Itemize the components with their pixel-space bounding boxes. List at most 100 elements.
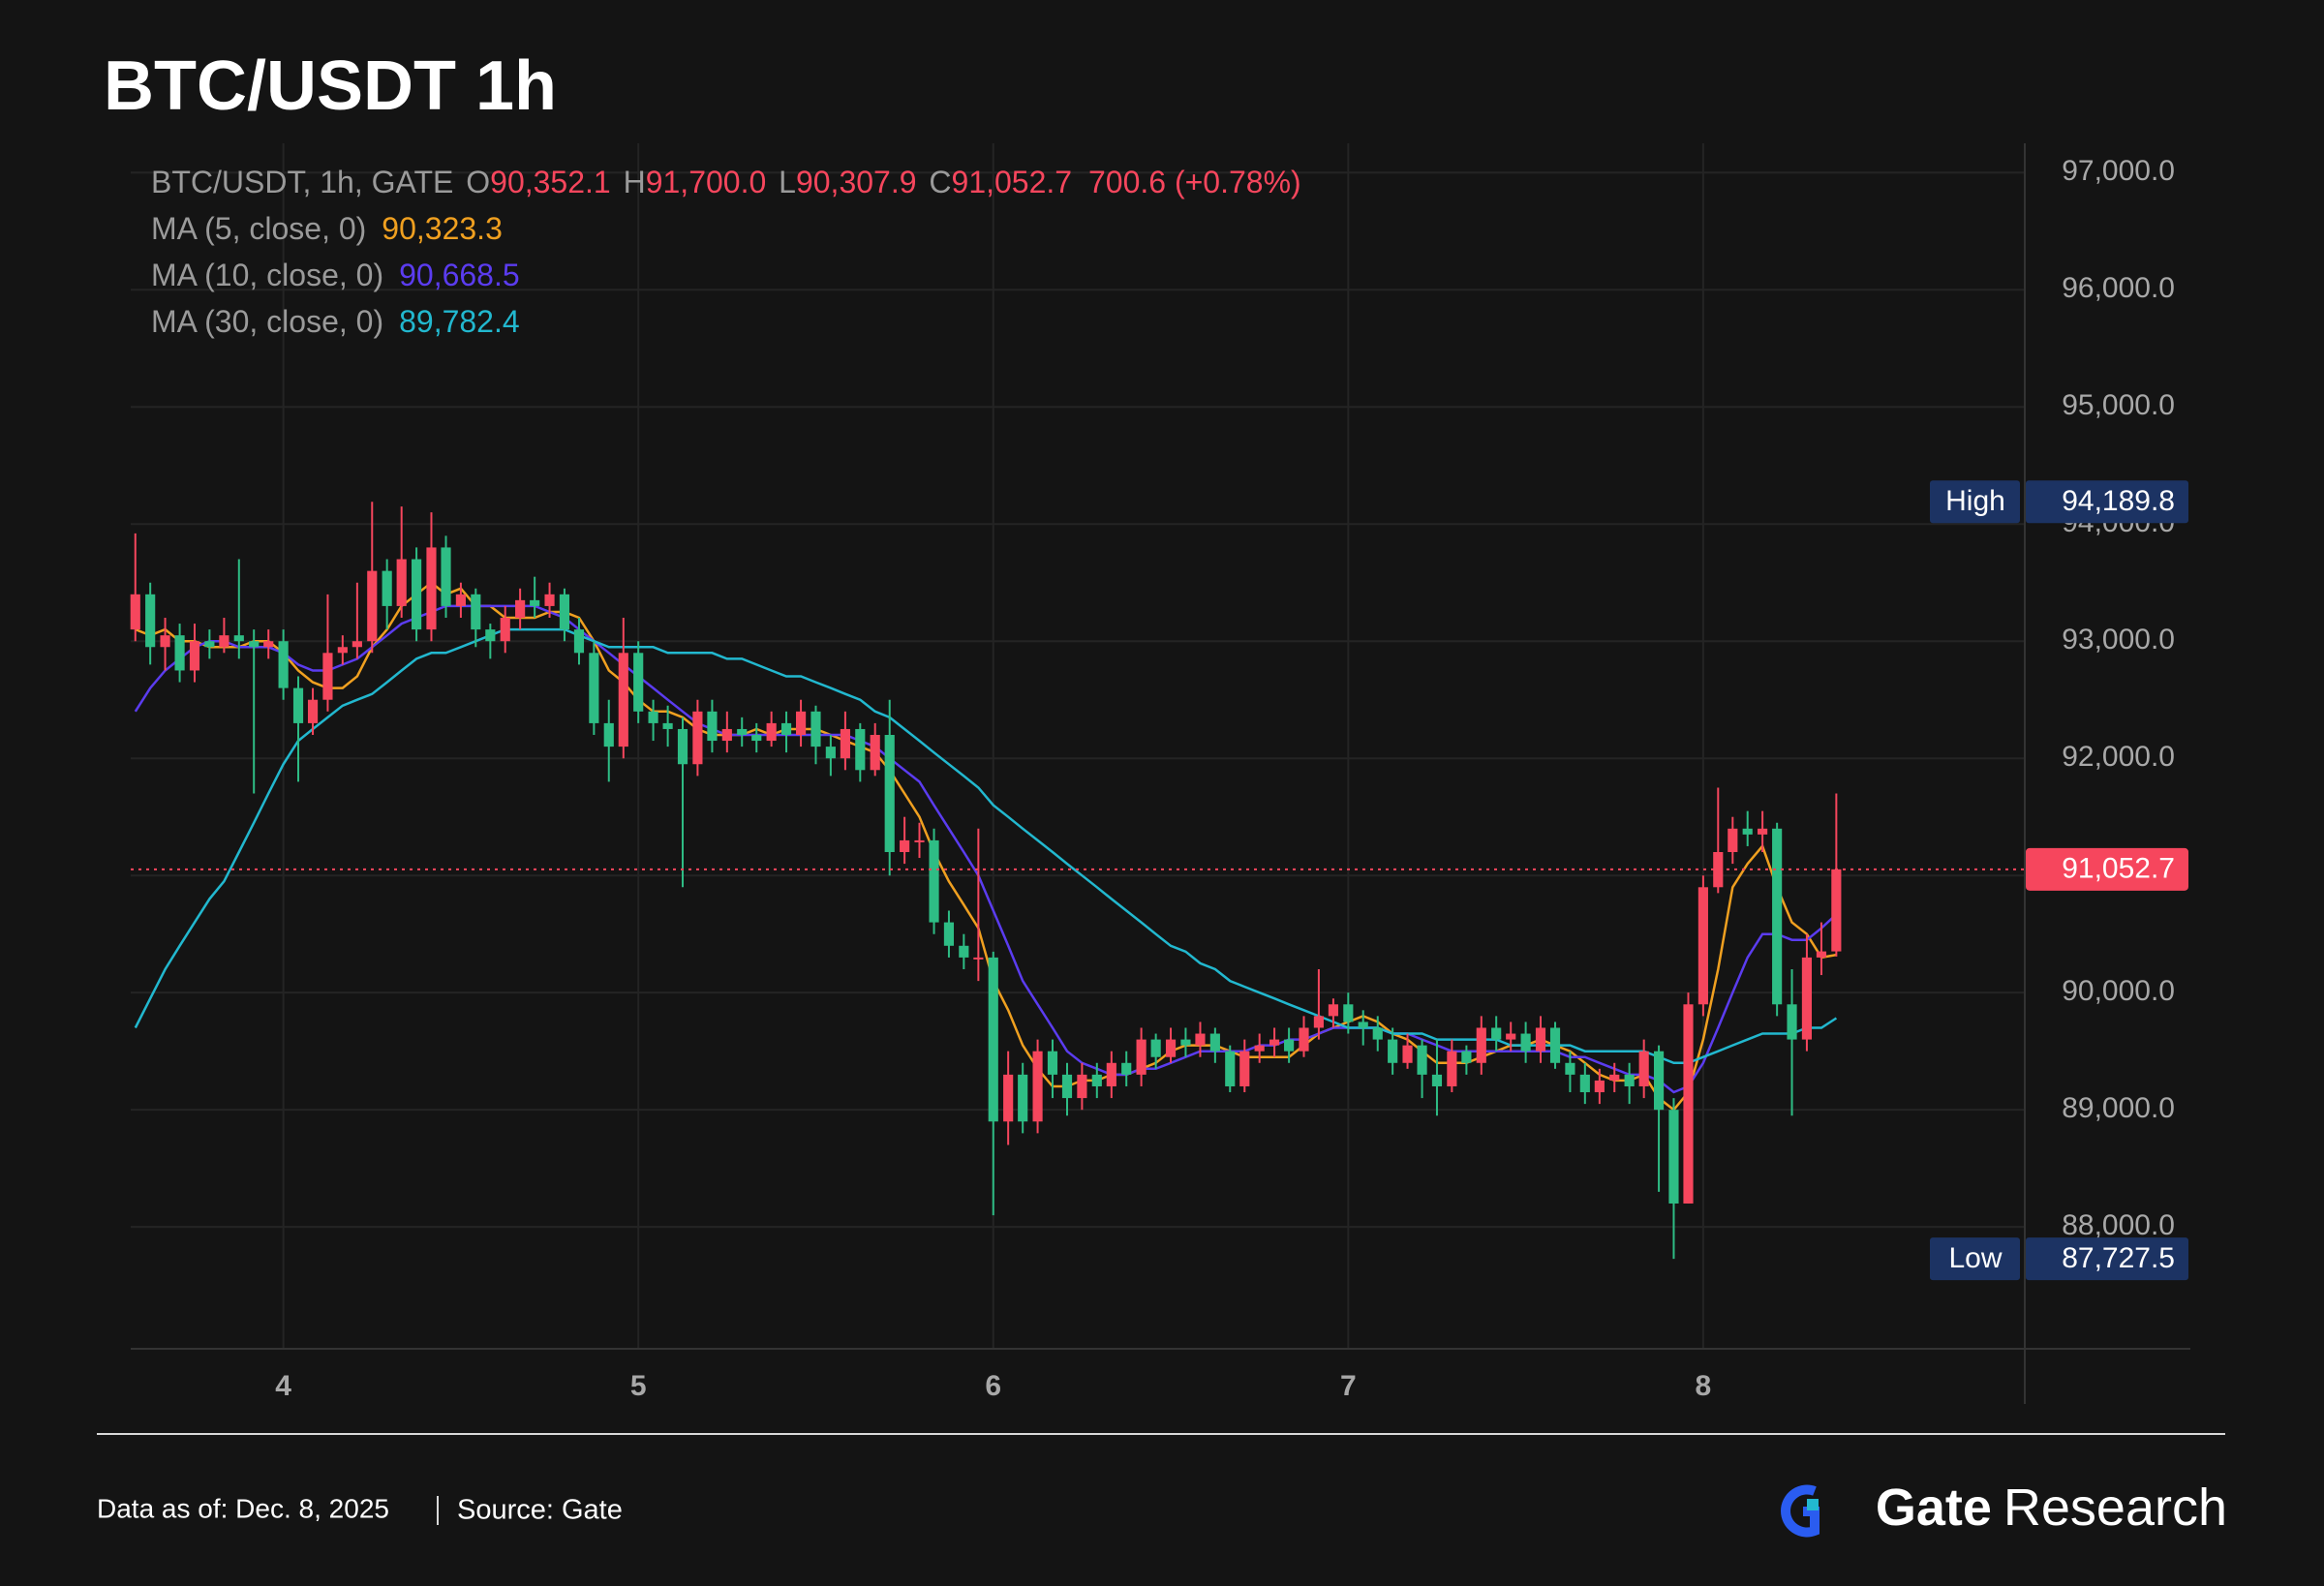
- candle-body: [648, 711, 658, 723]
- candle-body: [603, 722, 614, 747]
- candle-body: [1728, 828, 1738, 852]
- marker-value: 87,727.5: [2062, 1242, 2175, 1274]
- candle-body: [219, 635, 229, 648]
- x-tick-label: 8: [1696, 1370, 1712, 1402]
- legend: MA (5, close, 0) 90,323.3 MA (10, close, 0…: [151, 211, 520, 339]
- candle-body: [1195, 1033, 1206, 1046]
- candle-body: [1535, 1027, 1546, 1052]
- candle-body: [1402, 1045, 1413, 1063]
- candle-body: [721, 728, 732, 742]
- candle-body: [959, 945, 969, 958]
- candle-body: [352, 641, 362, 648]
- candle-body: [929, 839, 939, 923]
- logo-text: Gate Research: [1876, 1479, 2227, 1537]
- candle-body: [249, 641, 260, 648]
- candle-body: [573, 629, 585, 654]
- legend-symbol: BTC/USDT, 1h, GATE: [151, 165, 453, 199]
- candle-body: [900, 839, 910, 852]
- candle-body: [1520, 1033, 1531, 1052]
- candle-body: [1121, 1062, 1132, 1075]
- x-tick-label: 5: [630, 1370, 647, 1402]
- candle-body: [1758, 828, 1768, 835]
- candle-body: [396, 559, 407, 606]
- candle-body: [367, 570, 378, 642]
- candles: [130, 502, 1842, 1260]
- candle-body: [145, 594, 156, 648]
- candle-body: [1077, 1074, 1087, 1099]
- candle-body: [1209, 1033, 1220, 1052]
- candle-body: [471, 594, 481, 630]
- candle-body: [855, 728, 866, 771]
- candle-body: [1343, 1004, 1354, 1022]
- candle-body: [515, 599, 526, 619]
- footer-source: Source: Gate: [457, 1495, 623, 1526]
- candle-body: [1579, 1074, 1590, 1093]
- candle-body: [692, 711, 703, 765]
- candle-body: [840, 728, 850, 759]
- candle-body: [1328, 1004, 1339, 1017]
- legend-key: L: [779, 165, 796, 199]
- last-price-tag: [2026, 847, 2188, 891]
- candle-body: [1476, 1027, 1486, 1063]
- marker-name: Low: [1948, 1242, 2002, 1274]
- candle-body: [825, 747, 836, 759]
- candle-body: [1461, 1051, 1472, 1063]
- marker-tag: [1930, 1237, 2020, 1281]
- candle-body: [988, 957, 998, 1122]
- marker-tag: [2026, 480, 2188, 524]
- candle-body: [1165, 1039, 1177, 1057]
- marker-name: High: [1945, 485, 2005, 517]
- candle-body: [189, 641, 200, 671]
- marker-value: 94,189.8: [2062, 485, 2175, 517]
- candle-body: [307, 699, 319, 723]
- x-tick-label: 7: [1340, 1370, 1357, 1402]
- candle-body: [737, 728, 748, 736]
- candle-body: [1372, 1027, 1383, 1040]
- candle-body: [160, 635, 170, 648]
- legend-entry: MA (10, close, 0) 90,668.5: [151, 258, 520, 292]
- legend-value: 90,668.5: [399, 258, 520, 292]
- candle-body: [1624, 1074, 1635, 1086]
- candle-body: [1787, 1004, 1797, 1040]
- candle-body: [1047, 1051, 1058, 1075]
- candle-body: [1018, 1074, 1028, 1122]
- candle-body: [677, 728, 688, 765]
- candle-body: [1816, 951, 1827, 958]
- candle-body: [1417, 1045, 1427, 1075]
- candle-body: [662, 722, 673, 729]
- candle-body: [1239, 1051, 1250, 1086]
- candle-body: [618, 653, 628, 747]
- candle-body: [589, 653, 599, 723]
- candle-body: [441, 547, 451, 606]
- candle-body: [1491, 1027, 1502, 1040]
- candle-body: [1668, 1110, 1679, 1204]
- footer-date: Data as of: Dec. 8, 2025: [97, 1493, 389, 1523]
- candle-body: [337, 647, 348, 654]
- y-tick-label: 95,000.0: [2062, 389, 2175, 421]
- legend-header: BTC/USDT, 1h, GATE O90,352.1 H91,700.0 L…: [151, 165, 1301, 199]
- logo-mark: [1781, 1484, 1819, 1538]
- chart-title: BTC/USDT 1h: [104, 47, 557, 125]
- candle-body: [292, 687, 304, 723]
- legend-value: 91,700.0: [646, 165, 767, 199]
- candle-body: [1683, 1004, 1694, 1204]
- candle-body: [1772, 828, 1783, 1005]
- candle-body: [1180, 1039, 1191, 1046]
- candle-body: [1506, 1033, 1516, 1040]
- candle-body: [780, 722, 792, 736]
- legend-entry: MA (30, close, 0) 89,782.4: [151, 304, 520, 339]
- candle-body: [1269, 1039, 1280, 1046]
- candle-body: [1653, 1051, 1665, 1111]
- candle-body: [1549, 1027, 1561, 1063]
- y-tick-label: 90,000.0: [2062, 975, 2175, 1007]
- candle-body: [233, 635, 244, 642]
- candle-body: [1313, 1016, 1324, 1028]
- candle-body: [412, 559, 422, 630]
- candle-body: [1136, 1039, 1147, 1075]
- y-tick-label: 88,000.0: [2062, 1209, 2175, 1241]
- candle-body: [1299, 1027, 1309, 1052]
- candle-body: [485, 629, 496, 642]
- candle-body: [1061, 1074, 1073, 1099]
